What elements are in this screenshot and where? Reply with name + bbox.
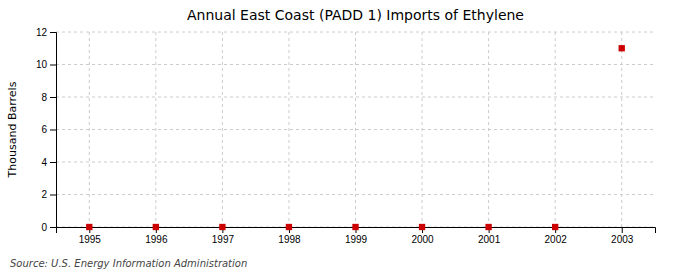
y-axis-line: [50, 33, 57, 228]
grid-line-y: [56, 129, 655, 130]
point: [86, 224, 92, 230]
y-tick: 12: [36, 27, 56, 38]
point: [619, 45, 625, 51]
x-tick-mark: [622, 227, 623, 233]
points: [86, 45, 625, 230]
y-tick-label: 0: [41, 222, 47, 233]
y-tick-mark: [50, 130, 56, 131]
x-tick-label: 2002: [545, 234, 568, 245]
y-tick-label: 2: [41, 189, 47, 200]
grid-line-x: [155, 32, 156, 227]
point: [485, 224, 491, 230]
y-tick-mark: [50, 195, 56, 196]
y-tick-label: 10: [36, 59, 48, 70]
y-tick: 8: [41, 92, 56, 103]
chart: 1995 1996 1997 1998 1999 2000 2001 2002 2003 0 2 4 6…: [0, 0, 675, 275]
y-axis: 0 2 4 6 8 10 12: [36, 27, 57, 233]
point: [352, 224, 358, 230]
x-tick-label: 1999: [345, 234, 368, 245]
point: [286, 224, 292, 230]
grid-line-y: [56, 97, 655, 98]
x-tick-label: 2001: [478, 234, 501, 245]
grid-line-y: [56, 64, 655, 65]
y-tick-mark: [50, 97, 56, 98]
annotation: Source: U.S. Energy Information Administ…: [10, 258, 247, 269]
point: [419, 224, 425, 230]
grid-line-y: [56, 194, 655, 195]
x-tick: 2003: [611, 227, 634, 245]
y-tick-mark: [50, 162, 56, 163]
y-tick-mark: [50, 65, 56, 66]
y-tick-label: 4: [41, 157, 47, 168]
title: Annual East Coast (PADD 1) Imports of Et…: [187, 7, 524, 23]
grid: [56, 32, 655, 227]
grid-line-x: [222, 32, 223, 227]
y-tick: 0: [41, 222, 56, 233]
grid-line-y: [56, 162, 655, 163]
x-tick-label: 1996: [145, 234, 168, 245]
y-tick: 6: [41, 124, 56, 135]
point: [552, 224, 558, 230]
y-tick-mark: [50, 227, 56, 228]
y-tick: 4: [41, 157, 56, 168]
y-axis-title: Thousand Barrels: [6, 81, 19, 178]
y-tick-label: 6: [41, 124, 47, 135]
grid-line-x: [355, 32, 356, 227]
point: [219, 224, 225, 230]
x-tick-label: 1995: [79, 234, 102, 245]
y-tick: 10: [36, 59, 56, 70]
x-tick-label: 1997: [212, 234, 235, 245]
grid-line-y: [56, 32, 655, 33]
grid-line-x: [288, 32, 289, 227]
plot: 1995 1996 1997 1998 1999 2000 2001 2002 2003 0 2 4 6…: [36, 27, 656, 245]
point: [153, 224, 159, 230]
y-tick-mark: [50, 32, 56, 33]
y-tick-label: 12: [36, 27, 48, 38]
y-tick-label: 8: [41, 92, 47, 103]
x-tick-label: 2000: [411, 234, 434, 245]
x-tick-label: 1998: [278, 234, 301, 245]
y-tick: 2: [41, 189, 56, 200]
x-tick-label: 2003: [611, 234, 634, 245]
